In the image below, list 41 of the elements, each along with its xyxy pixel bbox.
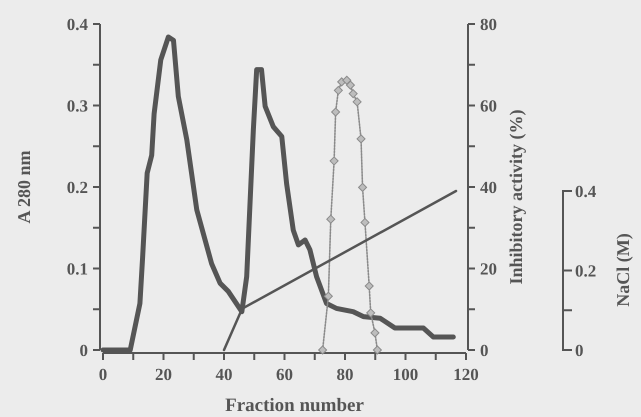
y3-tick-label: 0.2 [575,262,596,280]
y2-tick-label: 20 [480,260,497,278]
x-axis-title: Fraction number [225,395,364,416]
y-tick-label: 0.1 [66,260,88,278]
point [366,308,376,318]
x-tick-label: 80 [336,365,354,384]
y2-tick-label: 40 [480,178,497,197]
y-tick-label: 0.4 [66,15,88,34]
x-tick-label: 0 [98,365,108,384]
y3-tick-label: 0 [575,341,584,360]
point [334,86,343,95]
point [360,218,370,227]
y2-tick-label: 80 [480,15,497,34]
x-tick-label: 20 [155,365,172,384]
point [358,182,368,192]
point [370,328,380,338]
y-tick-label: 0 [80,341,88,360]
point [364,282,374,291]
point [352,97,362,106]
point [330,156,339,166]
point [346,80,355,90]
x-tick-label: 120 [453,365,479,384]
x-tick-label: 100 [392,365,418,384]
x-tick-label: 60 [276,365,293,384]
y3-axis-title: NaCl (M) [613,233,633,307]
point [331,108,340,117]
y-axis-title: A 280 nm [14,150,34,224]
y2-tick-label: 0 [480,341,488,360]
x-tick-label: 40 [216,365,232,384]
y-tick-label: 0.2 [66,178,88,197]
y-tick-label: 0.3 [66,96,88,116]
point [326,214,336,224]
point [356,134,366,144]
y2-axis-title: Inhibitory activity (%) [506,110,526,284]
point [318,346,328,354]
point [372,346,382,354]
y2-tick-label: 60 [480,96,497,116]
point [348,89,358,98]
y3-tick-label: 0.4 [575,182,597,201]
point [324,292,333,301]
point [342,76,352,85]
